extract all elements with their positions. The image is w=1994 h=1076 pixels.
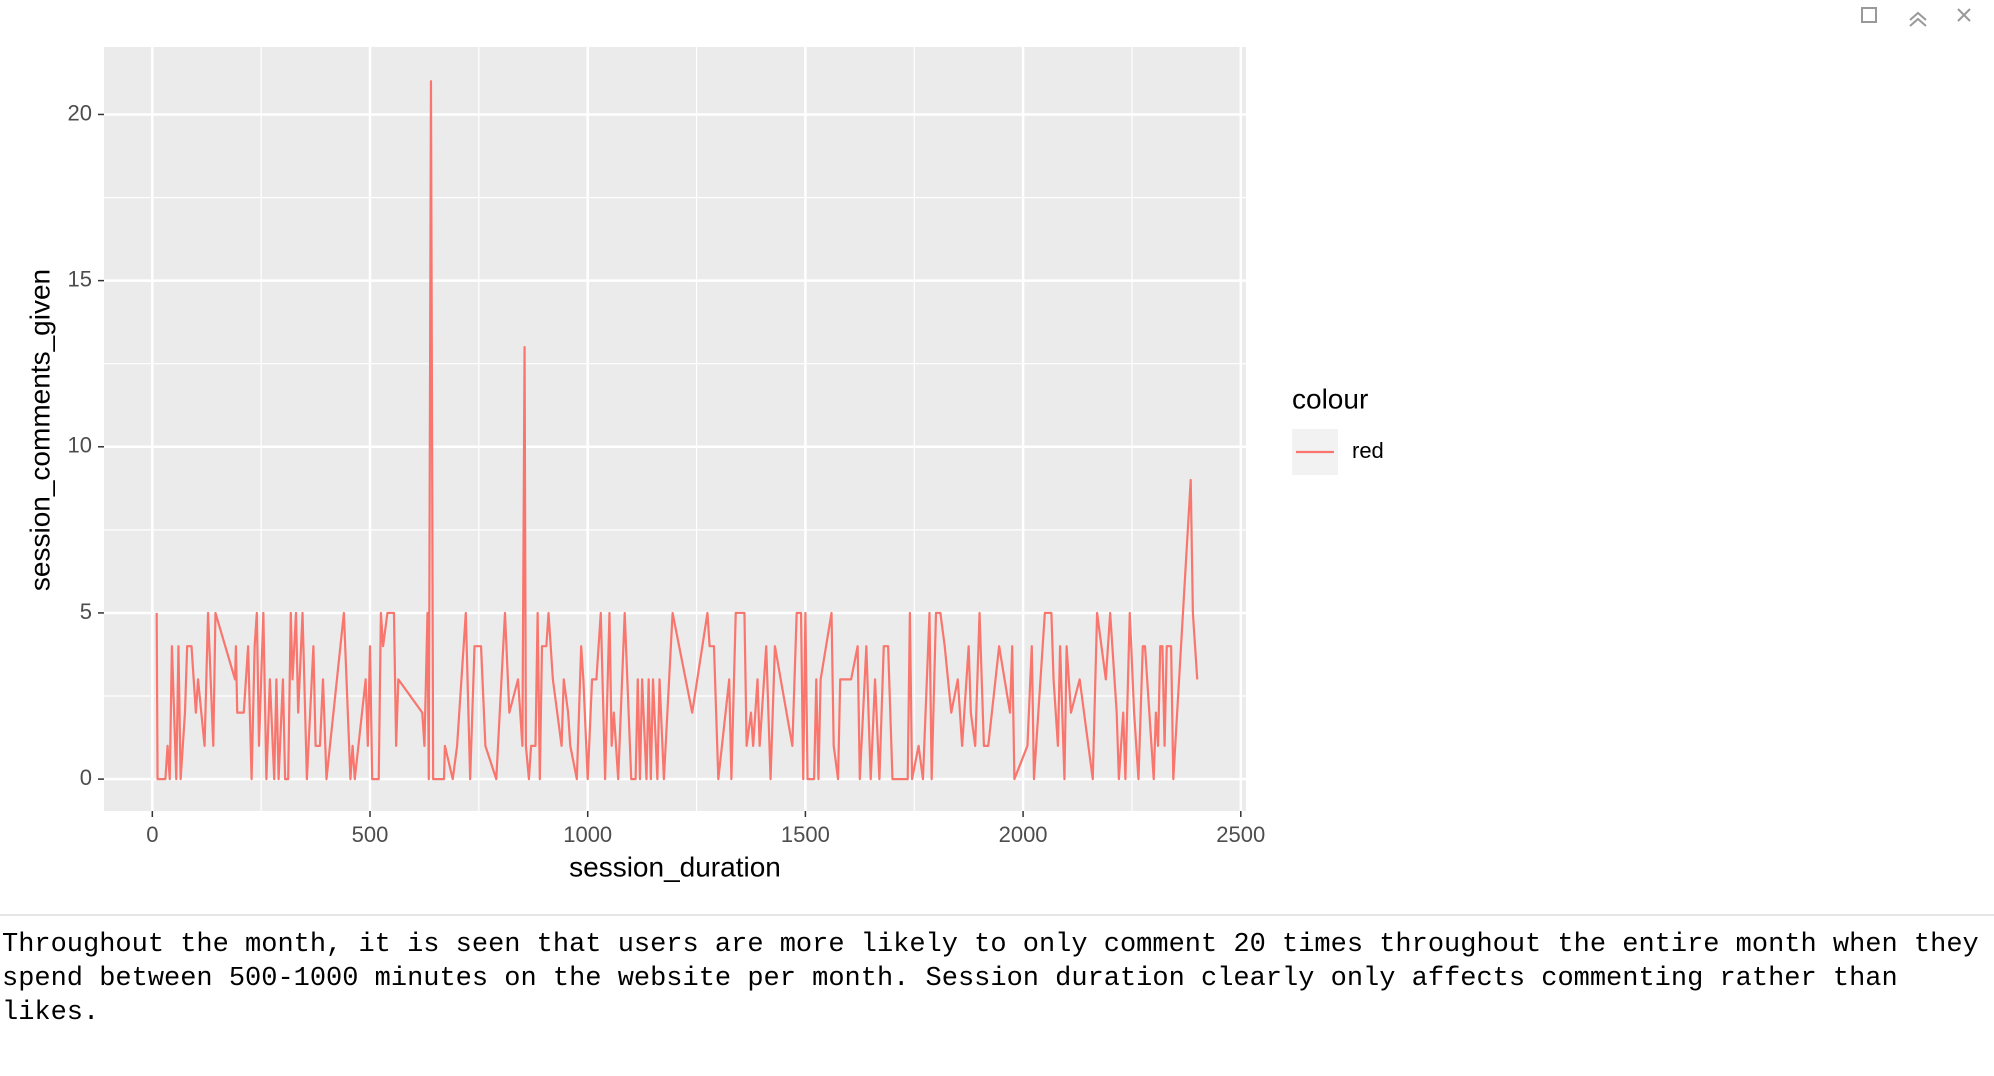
y-tick-label: 20 — [68, 100, 92, 125]
x-tick-label: 1500 — [781, 822, 830, 847]
y-tick-label: 5 — [80, 599, 92, 624]
x-tick-label: 0 — [146, 822, 158, 847]
panel — [104, 47, 1246, 811]
y-tick-label: 10 — [68, 433, 92, 458]
close-icon[interactable] — [1957, 8, 1971, 22]
caption: Throughout the month, it is seen that us… — [2, 930, 1979, 1028]
x-tick-label: 2000 — [999, 822, 1048, 847]
y-tick-label: 15 — [68, 266, 92, 291]
collapse-icon[interactable] — [1909, 11, 1927, 27]
popout-icon[interactable] — [1861, 7, 1877, 23]
y-axis-title: session_comments_given — [24, 269, 55, 591]
legend-label: red — [1352, 438, 1384, 463]
window-controls — [1861, 7, 1971, 27]
x-axis-title: session_duration — [569, 851, 781, 882]
y-tick-label: 0 — [80, 765, 92, 790]
data-line — [155, 80, 1199, 781]
x-tick-label: 2500 — [1216, 822, 1265, 847]
legend-title: colour — [1292, 383, 1368, 414]
x-tick-label: 500 — [352, 822, 389, 847]
x-tick-label: 1000 — [563, 822, 612, 847]
chart: session_duration session_comments_given … — [0, 7, 1994, 916]
